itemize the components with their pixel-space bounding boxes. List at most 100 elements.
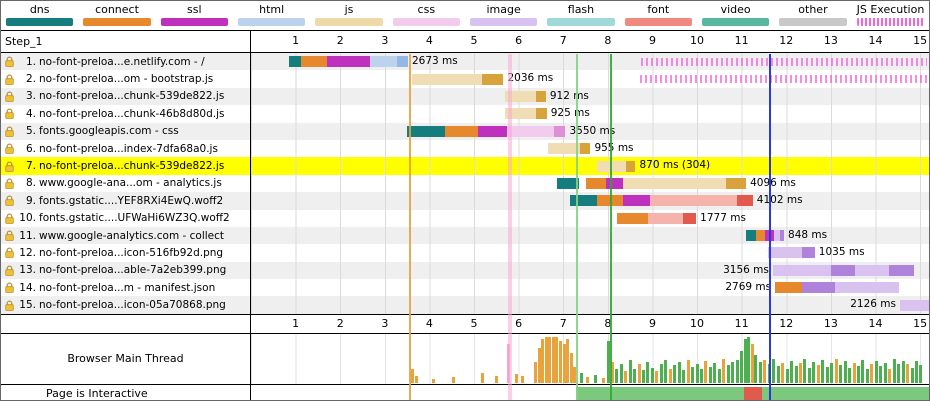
segment-image_light[interactable] xyxy=(855,264,889,276)
segment-js_dark[interactable] xyxy=(535,90,546,102)
request-row[interactable]: 6. no-font-preloa...index-7dfa68a0.js 955 … xyxy=(1,139,929,158)
request-url[interactable]: no-font-preloa...chunk-539de822.js xyxy=(39,160,225,173)
segment-dns[interactable] xyxy=(288,56,302,68)
request-label-cell[interactable]: 2. no-font-preloa...om - bootstrap.js xyxy=(1,70,251,88)
segment-html_light[interactable] xyxy=(369,56,398,68)
request-row[interactable]: 14. no-font-preloa...m - manifest.json 276… xyxy=(1,279,929,297)
segment-font_dark[interactable] xyxy=(682,212,697,224)
request-timeline-cell: 4096 ms xyxy=(251,174,929,193)
segment-ssl[interactable] xyxy=(764,230,774,242)
request-label-cell[interactable]: 11. www.google-analytics.com - collect xyxy=(1,226,251,245)
request-url[interactable]: fonts.gstatic....UFWaHi6WZ3Q.woff2 xyxy=(39,212,230,225)
request-url[interactable]: www.google-ana...om - analytics.js xyxy=(39,177,222,190)
request-label-cell[interactable]: 15. no-font-preloa...icon-05a70868.png xyxy=(1,296,251,314)
request-row[interactable]: 12. no-font-preloa...icon-516fb92d.png 103… xyxy=(1,244,929,262)
request-url[interactable]: www.google-analytics.com - collect xyxy=(39,229,225,242)
segment-ssl[interactable] xyxy=(605,177,624,189)
segment-ssl[interactable] xyxy=(327,56,370,68)
request-label-cell[interactable]: 8. www.google-ana...om - analytics.js xyxy=(1,174,251,193)
segment-connect[interactable] xyxy=(445,125,479,137)
segment-js_dark[interactable] xyxy=(481,73,504,85)
request-label-cell[interactable]: 7. no-font-preloa...chunk-539de822.js xyxy=(1,157,251,175)
request-url[interactable]: no-font-preloa...chunk-539de822.js xyxy=(39,90,225,103)
segment-dns[interactable] xyxy=(746,230,756,242)
request-label-cell[interactable]: 5. fonts.googleapis.com - css xyxy=(1,122,251,140)
request-row[interactable]: 9. fonts.gstatic....YEF8RXi4EwQ.woff2 4102… xyxy=(1,192,929,210)
segment-font_dark[interactable] xyxy=(737,195,753,207)
segment-js_light[interactable] xyxy=(505,90,536,102)
segment-connect[interactable] xyxy=(596,195,624,207)
segment-image_light[interactable] xyxy=(835,282,899,294)
request-row[interactable]: 15. no-font-preloa...icon-05a70868.png 212… xyxy=(1,296,929,314)
segment-js_light[interactable] xyxy=(505,108,537,120)
segment-font_light[interactable] xyxy=(647,212,683,224)
request-url[interactable]: no-font-preloa...chunk-46b8d80d.js xyxy=(39,107,225,120)
segment-html_dark[interactable] xyxy=(397,56,408,68)
segment-connect[interactable] xyxy=(755,230,765,242)
request-label-cell[interactable]: 10. fonts.gstatic....UFWaHi6WZ3Q.woff2 xyxy=(1,209,251,227)
segment-connect[interactable] xyxy=(585,177,606,189)
segment-js_light[interactable] xyxy=(623,177,727,189)
request-label-cell[interactable]: 14. no-font-preloa...m - manifest.json xyxy=(1,279,251,297)
request-url[interactable]: fonts.gstatic....YEF8RXi4EwQ.woff2 xyxy=(39,194,224,207)
request-url[interactable]: fonts.googleapis.com - css xyxy=(39,125,179,138)
request-label-cell[interactable]: 1. no-font-preloa...e.netlify.com - / xyxy=(1,53,251,71)
main-thread-activity-bar xyxy=(704,360,708,383)
request-row[interactable]: 4. no-font-preloa...chunk-46b8d80d.js 925 … xyxy=(1,105,929,123)
segment-font_light[interactable] xyxy=(650,195,738,207)
legend-swatch xyxy=(701,18,770,26)
request-row[interactable]: 2. no-font-preloa...om - bootstrap.js 2036… xyxy=(1,70,929,88)
request-row[interactable]: 1. no-font-preloa...e.netlify.com - / 2673… xyxy=(1,53,929,71)
request-row[interactable]: 8. www.google-ana...om - analytics.js 4096… xyxy=(1,174,929,193)
request-row[interactable]: 10. fonts.gstatic....UFWaHi6WZ3Q.woff2 177… xyxy=(1,209,929,227)
segment-image_dark[interactable] xyxy=(830,264,856,276)
segment-ssl[interactable] xyxy=(478,125,508,137)
segment-css_dark[interactable] xyxy=(554,125,566,137)
segment-dns[interactable] xyxy=(569,195,597,207)
request-url[interactable]: no-font-preloa...e.netlify.com - / xyxy=(39,55,205,68)
request-url[interactable]: no-font-preloa...icon-05a70868.png xyxy=(39,299,226,312)
segment-js_dark[interactable] xyxy=(536,108,547,120)
request-url[interactable]: no-font-preloa...icon-516fb92d.png xyxy=(39,246,224,259)
segment-image_light[interactable] xyxy=(900,299,929,311)
segment-js_dark[interactable] xyxy=(625,160,636,172)
request-row[interactable]: 7. no-font-preloa...chunk-539de822.js 870 … xyxy=(1,157,929,175)
request-row[interactable]: 5. fonts.googleapis.com - css 3550 ms xyxy=(1,122,929,140)
segment-dns[interactable] xyxy=(407,125,446,137)
segment-image_light[interactable] xyxy=(768,247,802,259)
main-thread-activity-bar xyxy=(624,371,628,383)
request-url[interactable]: no-font-preloa...m - manifest.json xyxy=(39,281,216,294)
request-number: 10. xyxy=(19,212,36,225)
request-label-cell[interactable]: 4. no-font-preloa...chunk-46b8d80d.js xyxy=(1,105,251,123)
segment-connect[interactable] xyxy=(775,282,802,294)
request-label-cell[interactable]: 6. no-font-preloa...index-7dfa68a0.js xyxy=(1,139,251,158)
request-row[interactable]: 13. no-font-preloa...able-7a2eb399.png 315… xyxy=(1,261,929,280)
request-url[interactable]: no-font-preloa...om - bootstrap.js xyxy=(39,73,214,86)
segment-css_light[interactable] xyxy=(507,125,555,137)
segment-js_light[interactable] xyxy=(596,160,626,172)
segment-js_dark[interactable] xyxy=(579,143,591,155)
segment-image_light[interactable] xyxy=(772,264,831,276)
request-url[interactable]: no-font-preloa...able-7a2eb399.png xyxy=(39,264,227,277)
request-row[interactable]: 3. no-font-preloa...chunk-539de822.js 912 … xyxy=(1,87,929,106)
segment-dns[interactable] xyxy=(556,177,579,189)
segment-connect[interactable] xyxy=(616,212,648,224)
segment-connect[interactable] xyxy=(301,56,328,68)
segment-image_dark[interactable] xyxy=(801,247,815,259)
request-label-cell[interactable]: 12. no-font-preloa...icon-516fb92d.png xyxy=(1,244,251,262)
request-url[interactable]: no-font-preloa...index-7dfa68a0.js xyxy=(39,142,218,155)
request-label-cell[interactable]: 9. fonts.gstatic....YEF8RXi4EwQ.woff2 xyxy=(1,192,251,210)
legend-item-dns: dns xyxy=(1,1,78,30)
request-label-cell[interactable]: 3. no-font-preloa...chunk-539de822.js xyxy=(1,87,251,106)
request-label-cell[interactable]: 13. no-font-preloa...able-7a2eb399.png xyxy=(1,261,251,280)
segment-image_light[interactable] xyxy=(773,230,780,242)
main-thread-activity-bar xyxy=(520,376,524,383)
segment-js_light[interactable] xyxy=(547,143,580,155)
segment-image_dark[interactable] xyxy=(779,230,785,242)
segment-js_light[interactable] xyxy=(412,73,482,85)
segment-js_dark[interactable] xyxy=(726,177,747,189)
request-row[interactable]: 11. www.google-analytics.com - collect 848… xyxy=(1,226,929,245)
segment-ssl[interactable] xyxy=(623,195,651,207)
segment-image_dark[interactable] xyxy=(801,282,836,294)
segment-image_dark[interactable] xyxy=(888,264,914,276)
